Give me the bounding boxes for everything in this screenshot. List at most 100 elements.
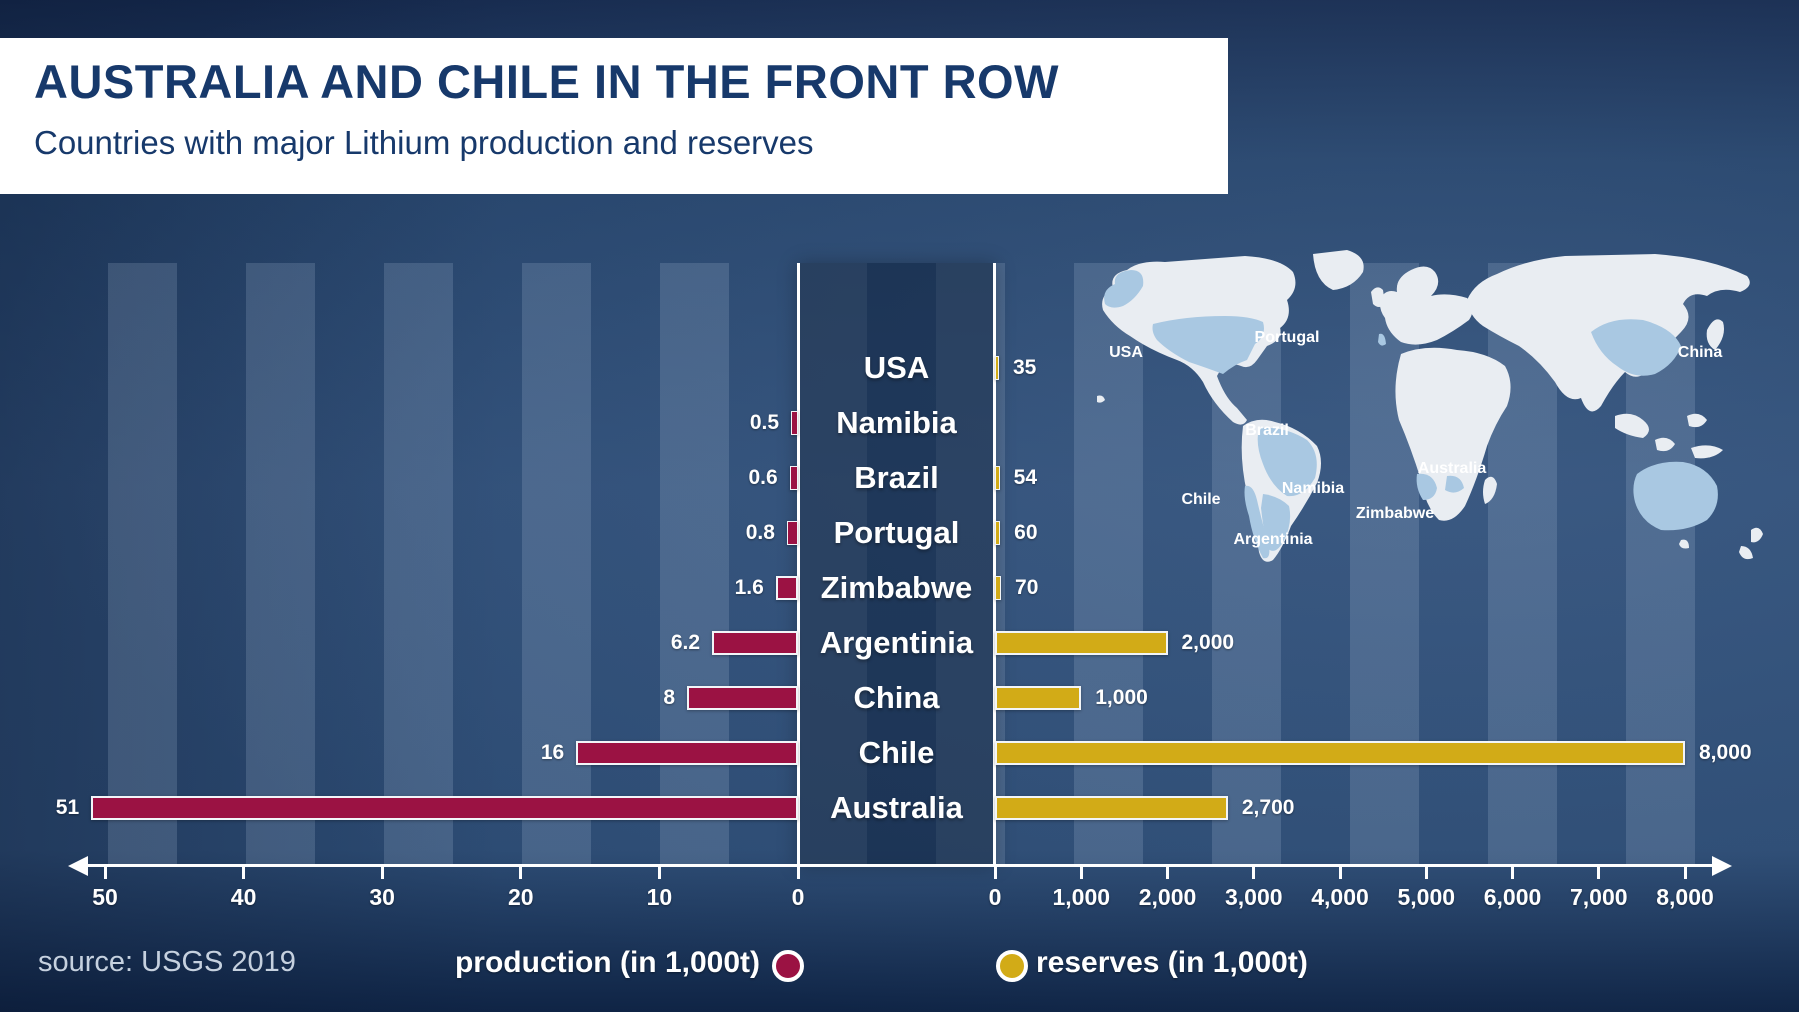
reserves-value-portugal: 60 <box>1014 521 1038 544</box>
map-label-australia: Australia <box>1418 460 1487 477</box>
legend-reserves-label: reserves (in 1,000t) <box>1036 946 1308 979</box>
reserves-bar-brazil <box>995 466 1000 490</box>
map-land-greenland <box>1313 250 1364 290</box>
reserves-value-chile: 8,000 <box>1699 741 1752 764</box>
left-axis-tick-20-mark <box>519 866 523 879</box>
production-bar-chile <box>576 741 798 765</box>
map-label-zimbabwe: Zimbabwe <box>1356 505 1434 522</box>
right-axis-tick-1,000: 1,000 <box>1052 884 1111 910</box>
map-land-hawaii <box>1097 395 1105 403</box>
source-note: source: USGS 2019 <box>38 946 296 978</box>
axis-arrow-right-icon <box>1712 856 1732 876</box>
right-axis-tick-7,000-mark <box>1597 866 1601 879</box>
production-value-china: 8 <box>663 686 676 709</box>
reserves-value-zimbabwe: 70 <box>1015 576 1039 599</box>
left-axis-tick-30-mark <box>380 866 384 879</box>
reserves-value-australia: 2,700 <box>1241 796 1295 819</box>
left-axis-tick-10-mark <box>657 866 661 879</box>
country-label-china: China <box>853 680 940 715</box>
right-axis-tick-2,000: 2,000 <box>1138 884 1197 910</box>
map-land-philippines <box>1687 413 1707 428</box>
left-axis-tick-0-mark <box>796 866 800 879</box>
country-label-brazil: Brazil <box>854 460 939 495</box>
map-country-alaska <box>1104 270 1144 308</box>
map-land-new-guinea <box>1691 445 1723 459</box>
right-axis-tick-6,000-mark <box>1511 866 1514 879</box>
reserves-bar-china <box>995 686 1082 710</box>
reserves-bar-australia <box>995 796 1228 820</box>
map-label-china: China <box>1678 344 1723 361</box>
production-bar-zimbabwe <box>775 576 798 600</box>
reserves-value-argentinia: 2,000 <box>1181 631 1235 654</box>
right-axis-tick-5,000: 5,000 <box>1397 884 1456 910</box>
map-label-usa: USA <box>1109 344 1143 361</box>
right-axis-tick-0: 0 <box>988 884 1002 910</box>
production-value-zimbabwe: 1.6 <box>734 576 764 599</box>
page-subtitle: Countries with major Lithium production … <box>34 124 814 161</box>
right-axis-tick-4,000: 4,000 <box>1311 884 1369 910</box>
country-label-portugal: Portugal <box>833 515 960 550</box>
country-label-argentinia: Argentinia <box>819 625 974 660</box>
legend-reserves-dot-icon <box>996 950 1028 982</box>
left-axis-tick-50-mark <box>103 866 107 879</box>
map-land-se-asia <box>1615 413 1649 438</box>
production-bar-namibia <box>791 411 798 435</box>
reserves-bar-chile <box>995 741 1685 765</box>
production-value-brazil: 0.6 <box>748 466 778 489</box>
map-country-portugal <box>1378 333 1386 346</box>
right-axis-tick-6,000: 6,000 <box>1483 884 1542 910</box>
right-axis-tick-8,000-mark <box>1683 866 1687 879</box>
map-country-usa <box>1152 316 1264 374</box>
map-label-brazil: Brazil <box>1245 422 1289 439</box>
country-label-chile: Chile <box>858 735 935 770</box>
map-land-tasmania <box>1679 539 1689 549</box>
right-axis-tick-0-mark <box>993 866 997 879</box>
production-bar-argentinia <box>712 631 798 655</box>
left-axis-tick-10: 10 <box>646 884 673 910</box>
country-label-australia: Australia <box>830 790 963 825</box>
right-axis-tick-1,000-mark <box>1079 866 1083 879</box>
left-axis-tick-0: 0 <box>791 884 805 910</box>
production-value-namibia: 0.5 <box>749 411 780 434</box>
left-axis-tick-30: 30 <box>369 884 395 910</box>
map-land-europe <box>1379 266 1473 345</box>
production-bar-brazil <box>789 466 798 490</box>
production-value-argentinia: 6.2 <box>670 631 701 654</box>
right-axis-tick-3,000-mark <box>1252 866 1256 879</box>
right-axis-tick-8,000: 8,000 <box>1656 884 1714 910</box>
country-label-namibia: Namibia <box>836 405 957 440</box>
right-axis-tick-7,000: 7,000 <box>1569 884 1628 910</box>
reserves-bar-usa <box>995 356 999 380</box>
map-label-namibia: Namibia <box>1282 480 1344 497</box>
page-title: AUSTRALIA AND CHILE IN THE FRONT ROW <box>34 55 1059 108</box>
reserves-bar-zimbabwe <box>995 576 1002 600</box>
production-bar-china <box>687 686 798 710</box>
reserves-bar-argentinia <box>995 631 1168 655</box>
reserves-value-usa: 35 <box>1013 356 1037 379</box>
production-value-portugal: 0.8 <box>745 521 775 544</box>
production-value-australia: 51 <box>55 796 80 819</box>
right-axis-tick-2,000-mark <box>1166 866 1169 879</box>
map-land-japan <box>1706 319 1724 350</box>
production-value-chile: 16 <box>540 741 565 764</box>
map-country-china <box>1591 319 1681 376</box>
production-bar-australia <box>91 796 798 820</box>
map-labels: USA Portugal China Brazil Namibia Chile … <box>1109 329 1722 548</box>
reserves-value-brazil: 54 <box>1013 466 1038 489</box>
map-land-indonesia <box>1655 437 1675 452</box>
legend-production-dot-icon <box>772 950 804 982</box>
map-country-argentina <box>1261 494 1291 551</box>
left-axis-tick-20: 20 <box>508 884 534 910</box>
right-axis-tick-3,000: 3,000 <box>1224 884 1283 910</box>
map-country-zimbabwe <box>1445 475 1464 493</box>
map-country-namibia <box>1416 473 1437 500</box>
country-column <box>797 263 996 866</box>
country-label-usa: USA <box>863 350 930 385</box>
right-axis-tick-4,000-mark <box>1338 866 1342 879</box>
right-axis-tick-5,000-mark <box>1424 866 1428 879</box>
map-label-argentinia: Argentinia <box>1233 531 1312 548</box>
map-land-uk <box>1371 287 1385 307</box>
axis-arrow-left-icon <box>68 856 88 876</box>
left-axis-tick-40: 40 <box>230 884 257 910</box>
map-country-chile <box>1244 485 1270 559</box>
